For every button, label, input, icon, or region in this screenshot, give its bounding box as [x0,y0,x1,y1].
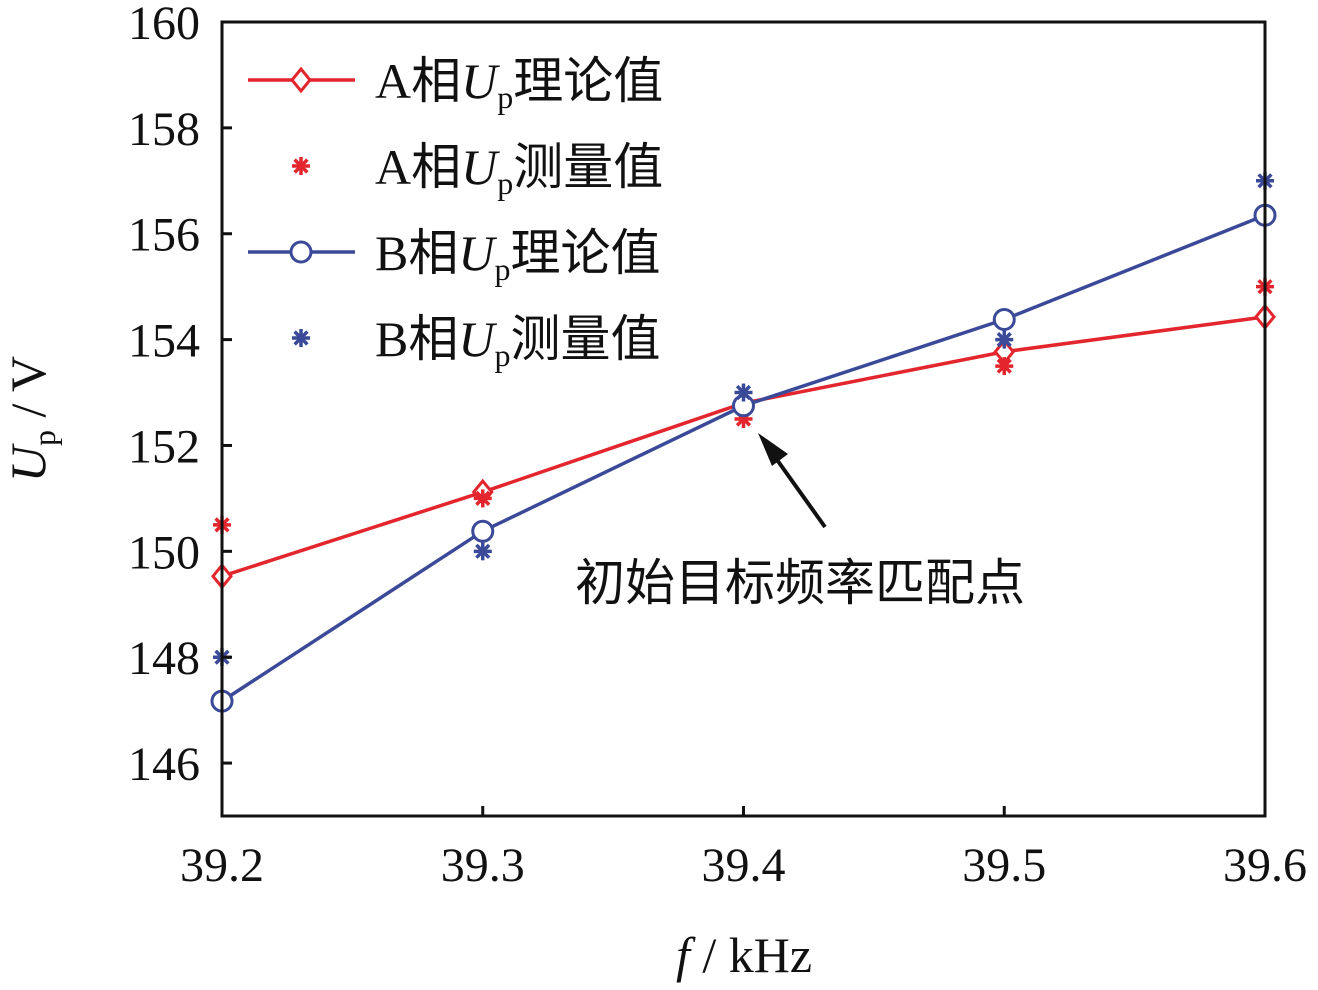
legend-symbol: U [461,139,500,195]
legend-symbol: U [461,53,500,109]
asterisk-marker [473,542,492,561]
y-tick-label: 154 [128,315,200,368]
circle-marker [992,307,1016,331]
annotation-arrow [768,448,827,529]
legend-symbol: U [458,311,497,367]
asterisk-marker [292,329,310,347]
legend-phase: B相 [375,225,458,281]
legend-sub: p [494,251,510,287]
y-tick-label: 146 [128,738,200,791]
series-2 [210,203,1277,713]
legend-phase: A相 [375,139,461,195]
annotation-text: 初始目标频率匹配点 [575,555,1025,611]
legend-entry: B相Up测量值 [292,311,660,373]
y-tick-label: 152 [128,420,200,473]
asterisk-marker [995,357,1014,376]
series-0 [211,303,1276,590]
asterisk-stroke [996,358,1012,374]
y-tick-label: 158 [128,103,200,156]
asterisk-stroke [293,158,309,174]
circle-marker [471,519,495,543]
plot-area [210,171,1277,713]
legend-label: B相Up测量值 [375,311,660,373]
annotation: 初始目标频率匹配点 [575,433,1025,611]
asterisk-stroke [996,331,1012,348]
x-tick-label: 39.2 [180,839,264,892]
legend-label: A相Up理论值 [375,53,663,115]
legend-sub: p [497,79,513,115]
legend-entry: A相Up理论值 [248,53,663,115]
legend-sub: p [497,165,513,201]
series-line [221,213,1266,703]
legend-entry: A相Up测量值 [292,139,663,201]
circle-marker [289,240,313,264]
x-tick-label: 39.3 [441,839,525,892]
asterisk-marker [995,330,1014,349]
legend-suffix: 理论值 [510,225,660,281]
legend-label: B相Up理论值 [375,225,660,287]
asterisk-stroke [293,330,309,346]
y-axis-label: Up / V [0,356,62,482]
legend-suffix: 测量值 [510,311,660,367]
legend-suffix: 测量值 [513,139,663,195]
asterisk-marker [734,383,753,402]
asterisk-stroke [475,543,491,559]
x-axis-label: f / kHz [676,927,812,983]
legend-label: A相Up测量值 [375,139,663,201]
asterisk-stroke [475,490,491,507]
legend-entry: B相Up理论值 [248,225,660,287]
x-tick-label: 39.6 [1223,839,1307,892]
legend-sub: p [494,337,510,373]
x-tick-label: 39.5 [962,839,1046,892]
x-tick-label: 39.4 [702,839,786,892]
axis-ticks: 39.2 39.3 39.4 39.5 39.6 146 148 150 152 154 156 15… [128,0,1307,892]
asterisk-stroke [735,384,752,401]
legend-symbol: U [458,225,497,281]
legend-suffix: 理论值 [513,53,663,109]
diamond-marker [290,66,312,94]
legend-phase: B相 [375,311,458,367]
annotation-arrowhead-icon [758,433,788,466]
y-tick-label: 148 [128,632,200,685]
asterisk-marker [473,489,492,508]
asterisk-marker [292,157,310,175]
y-tick-label: 156 [128,209,200,262]
y-tick-label: 160 [128,0,200,50]
legend-phase: A相 [375,53,461,109]
y-tick-label: 150 [128,526,200,579]
